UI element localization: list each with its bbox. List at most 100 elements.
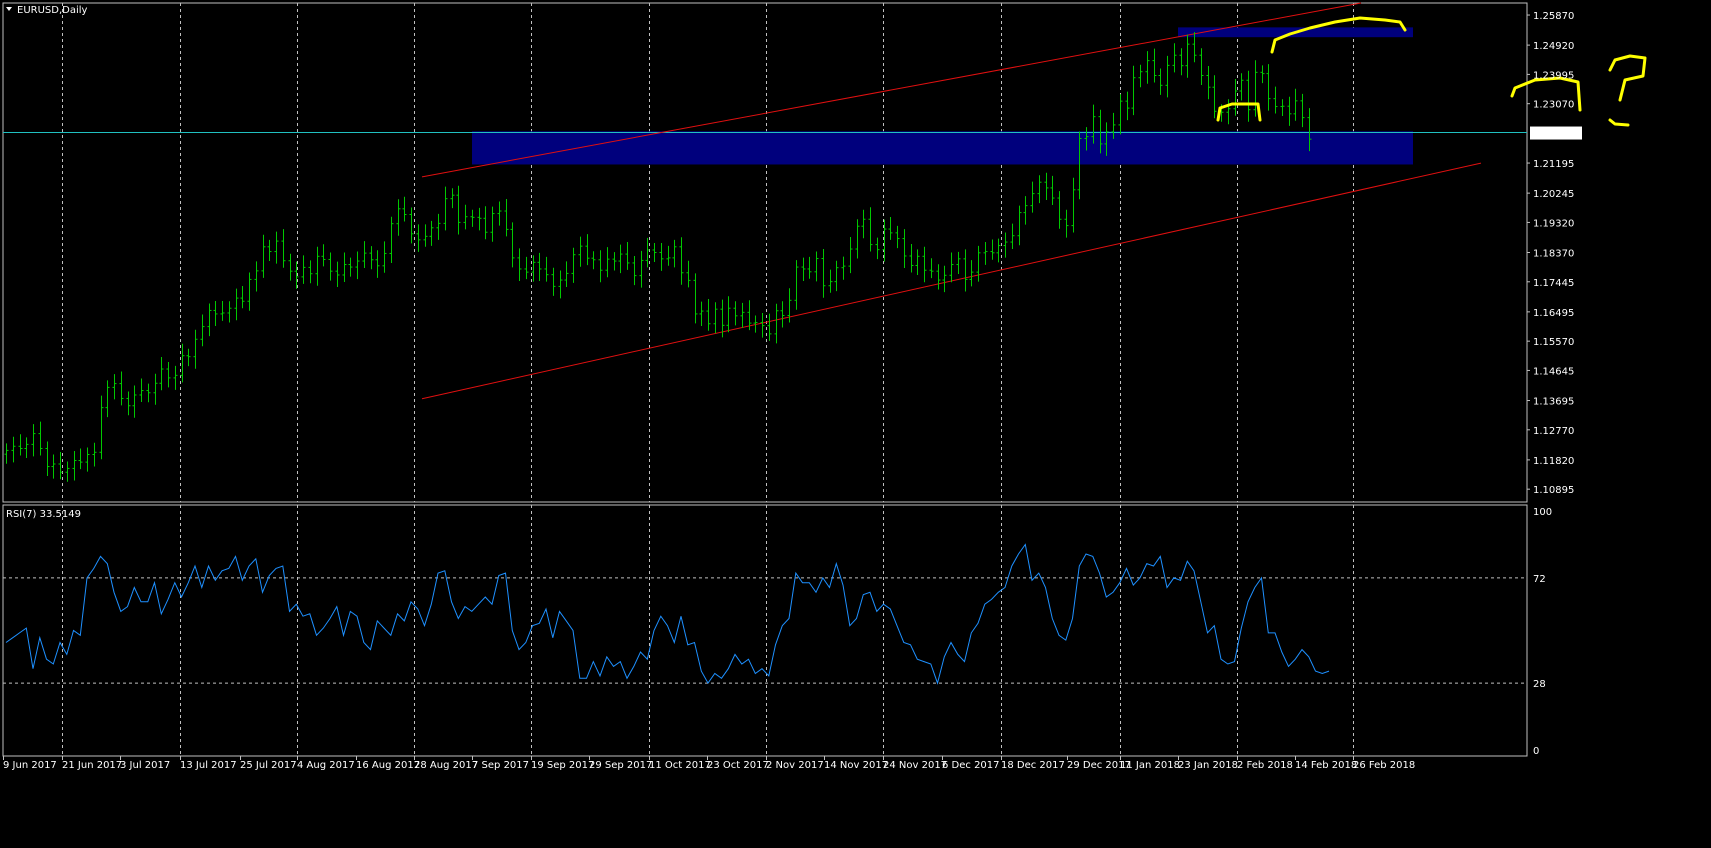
ohlc-bar <box>510 222 515 268</box>
rsi-axis: 100 72 28 0 <box>1533 507 1552 757</box>
ohlc-bar <box>281 229 286 268</box>
ohlc-bar <box>915 249 920 275</box>
ohlc-bar <box>99 395 104 460</box>
ohlc-bar <box>1293 88 1298 121</box>
ohlc-bar <box>288 253 293 281</box>
ohlc-bar <box>618 244 623 274</box>
channel-line[interactable] <box>421 2 1362 178</box>
ohlc-bar <box>240 286 245 309</box>
ohlc-bar <box>1118 94 1123 135</box>
date-tick-label: 6 Dec 2017 <box>942 760 1000 771</box>
ohlc-bar <box>132 385 137 418</box>
date-tick-label: 23 Oct 2017 <box>707 760 769 771</box>
ohlc-bar <box>207 303 212 337</box>
ohlc-bar <box>321 244 326 267</box>
ohlc-bar <box>504 198 509 237</box>
rsi-tick-label: 100 <box>1533 507 1552 518</box>
price-tick-label: 1.16495 <box>1533 308 1574 319</box>
ohlc-bar <box>159 356 164 391</box>
ohlc-bar <box>544 256 549 282</box>
date-tick-label: 11 Oct 2017 <box>649 760 711 771</box>
ohlc-bar <box>517 248 522 281</box>
ohlc-bar <box>902 229 907 269</box>
ohlc-bar <box>625 242 630 270</box>
ohlc-bar <box>1212 75 1217 119</box>
price-tick-label: 1.15570 <box>1533 337 1574 348</box>
price-tick-label: 1.23070 <box>1533 100 1574 111</box>
ohlc-bar <box>976 245 981 282</box>
date-tick-label: 29 Dec 2017 <box>1067 760 1131 771</box>
grid-layer <box>62 3 1354 756</box>
ohlc-bar <box>1158 68 1163 95</box>
date-tick-label: 7 Sep 2017 <box>472 760 529 771</box>
rsi-tick-label: 28 <box>1533 679 1546 690</box>
ohlc-bar <box>855 219 860 259</box>
ohlc-bar <box>1111 112 1116 139</box>
ohlc-bar <box>551 267 556 296</box>
ohlc-bar <box>949 252 954 283</box>
ohlc-bar <box>315 246 320 286</box>
current-price-box <box>1530 126 1582 140</box>
ohlc-bar <box>780 301 785 328</box>
rsi-panel[interactable] <box>2 504 1528 757</box>
ohlc-bar <box>1307 108 1312 152</box>
ohlc-bar <box>1030 181 1035 213</box>
freehand-stroke[interactable] <box>1216 102 1262 122</box>
ohlc-bar <box>1300 93 1305 128</box>
ohlc-bar <box>227 301 232 323</box>
ohlc-bar <box>531 255 536 282</box>
price-tick-label: 1.21195 <box>1533 159 1574 170</box>
ohlc-bar <box>753 315 758 333</box>
ohlc-bar <box>402 196 407 222</box>
ohlc-bar <box>585 234 590 266</box>
freehand-stroke[interactable] <box>1510 76 1582 112</box>
freehand-stroke[interactable] <box>1608 118 1630 127</box>
rsi-tick-label: 0 <box>1533 746 1539 757</box>
ohlc-bar <box>274 231 279 264</box>
ohlc-bar <box>848 236 853 274</box>
ohlc-bar <box>922 246 927 283</box>
date-tick-label: 16 Aug 2017 <box>356 760 420 771</box>
ohlc-bar <box>45 441 50 477</box>
ohlc-bar <box>1280 99 1285 117</box>
date-tick-label: 13 Jul 2017 <box>180 760 237 771</box>
current-price-label: 1.22159 <box>1533 129 1574 140</box>
ohlc-bar <box>801 257 806 281</box>
collapse-triangle-icon[interactable] <box>6 7 12 11</box>
ohlc-bar <box>963 249 968 292</box>
ohlc-bar <box>767 313 772 341</box>
price-tick-label: 1.23995 <box>1533 70 1574 81</box>
ohlc-bar <box>558 270 563 299</box>
price-tick-label: 1.13695 <box>1533 397 1574 408</box>
ohlc-bar <box>733 301 738 326</box>
ohlc-bar <box>92 442 97 467</box>
ohlc-bar <box>1037 175 1042 204</box>
freehand-stroke[interactable] <box>1608 54 1647 102</box>
ohlc-bar <box>1172 43 1177 73</box>
ohlc-bar <box>456 185 461 235</box>
ohlc-bar <box>861 209 866 239</box>
ohlc-bar <box>713 302 718 334</box>
freehand-stroke[interactable] <box>1270 16 1407 54</box>
ohlc-bar <box>1152 48 1157 83</box>
date-tick-label: 25 Jul 2017 <box>240 760 297 771</box>
ohlc-bar <box>58 451 63 480</box>
price-axis[interactable]: 1.25870 1.24920 1.23995 1.23070 1.22159 1.211… <box>1527 11 1582 496</box>
ohlc-bar <box>1206 66 1211 100</box>
date-tick-label: 11 Jan 2018 <box>1120 760 1180 771</box>
ohlc-bar <box>1165 55 1170 98</box>
ohlc-bar <box>308 260 313 284</box>
ohlc-bar <box>1003 232 1008 258</box>
ohlc-bar <box>1233 78 1238 116</box>
ohlc-bar <box>726 296 731 333</box>
ohlc-bar <box>699 301 704 326</box>
price-tick-label: 1.19320 <box>1533 218 1574 229</box>
ohlc-bar <box>1050 175 1055 206</box>
supply-demand-zone[interactable] <box>472 131 1413 165</box>
ohlc-bar <box>450 188 455 209</box>
ohlc-bar <box>1064 209 1069 238</box>
ohlc-bar <box>821 249 826 298</box>
